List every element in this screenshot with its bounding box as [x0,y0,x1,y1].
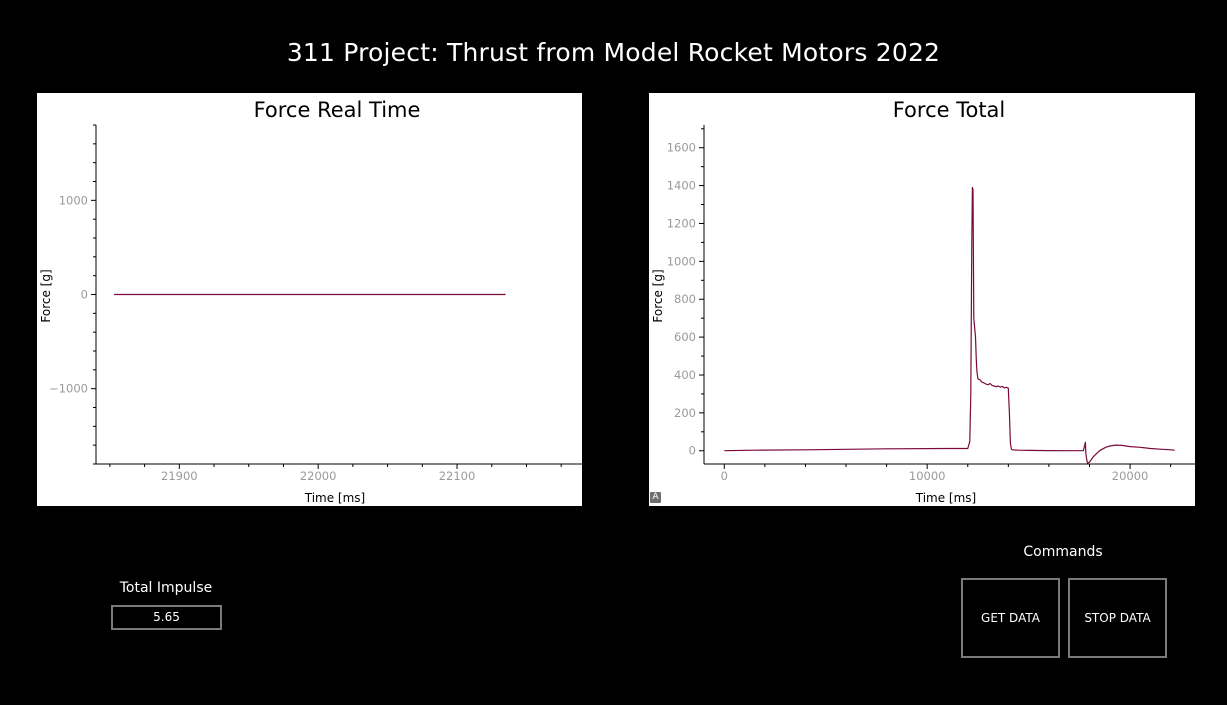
y-tick-label: 800 [674,292,696,306]
plot-title: Force Total [893,98,1006,122]
y-tick-label: 1200 [667,216,696,230]
force-series-line [724,186,1175,464]
x-tick-label: 22000 [300,469,337,483]
commands-label: Commands [1023,544,1103,560]
y-axis-label: Force [g] [39,269,53,322]
y-axis-label: Force [g] [651,269,665,322]
x-tick-label: 20000 [1112,469,1149,483]
y-tick-label: 600 [674,330,696,344]
y-tick-label: −1000 [49,382,88,396]
force-real-time-chart[interactable]: Force Real Time −1000 0 1000 21900 22000 22100… [37,93,582,506]
y-tick-label: 1000 [667,254,696,268]
app-title: 311 Project: Thrust from Model Rocket Mo… [286,38,941,67]
total-impulse-value: 5.65 [111,605,222,630]
plot-title: Force Real Time [254,98,421,122]
x-axis-label: Time [ms] [304,491,366,505]
y-tick-label: 0 [689,444,696,458]
y-tick-label: 0 [81,288,88,302]
force-real-time-plot[interactable]: Force Real Time −1000 0 1000 21900 22000 22100… [37,93,582,506]
x-axis-label: Time [ms] [915,491,977,505]
y-tick-label: 1000 [59,193,88,207]
x-tick-label: 10000 [909,469,946,483]
y-tick-label: 400 [674,368,696,382]
autorange-icon[interactable]: A [650,492,661,503]
x-tick-label: 0 [721,469,728,483]
force-total-plot[interactable]: Force Total 0 200 400 600 800 1000 1200 1400 1600… [649,93,1195,506]
stop-data-button[interactable]: STOP DATA [1068,578,1167,658]
y-tick-label: 200 [674,406,696,420]
x-tick-label: 22100 [439,469,476,483]
y-tick-label: 1600 [667,141,696,155]
x-tick-label: 21900 [161,469,198,483]
total-impulse-label: Total Impulse [119,580,213,596]
y-tick-label: 1400 [667,179,696,193]
force-total-chart[interactable]: Force Total 0 200 400 600 800 1000 1200 1400 1600… [649,93,1195,506]
get-data-button[interactable]: GET DATA [961,578,1060,658]
